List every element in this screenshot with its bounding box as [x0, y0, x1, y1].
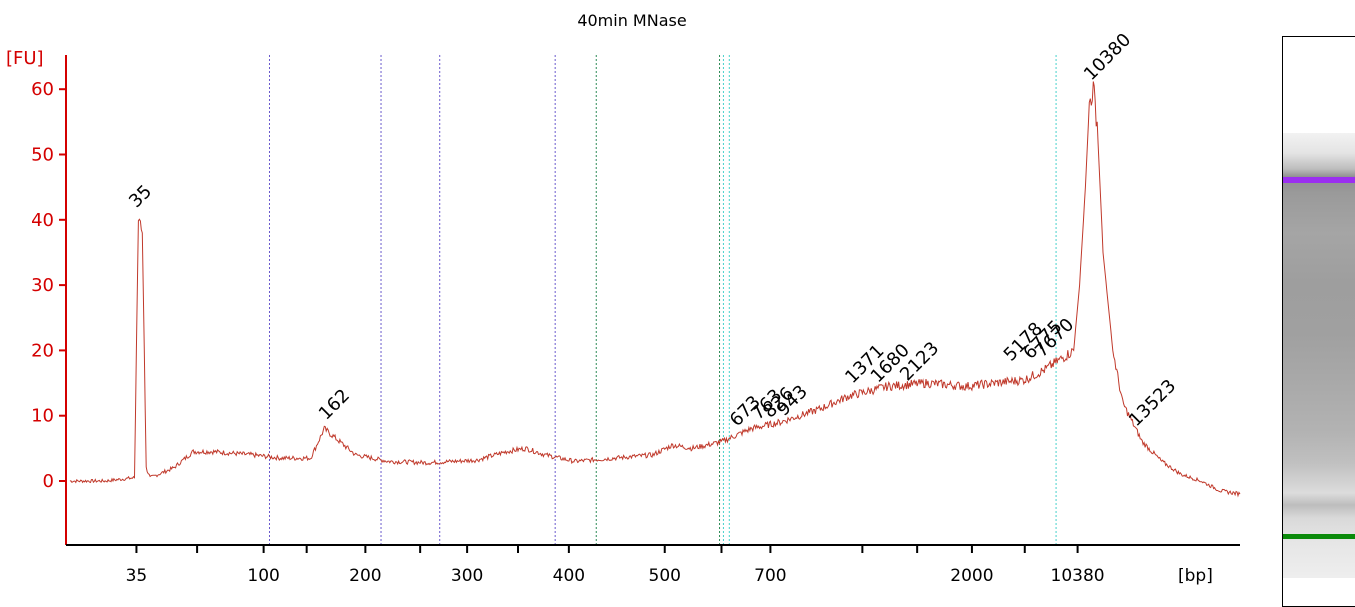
series-line	[69, 81, 1241, 498]
x-tick-label: 2000	[950, 566, 993, 586]
y-tick-label: 60	[31, 79, 54, 100]
x-tick-label: 35	[126, 566, 148, 586]
gel-lower-marker-band	[1283, 534, 1355, 539]
series-group	[69, 81, 1241, 498]
y-tick-label: 10	[31, 406, 54, 427]
marker-lines	[268, 55, 1057, 545]
x-axis-label: [bp]	[1178, 566, 1213, 586]
peak-label: 162	[315, 385, 354, 424]
x-tick-label: 200	[349, 566, 381, 586]
gel-upper-marker-band	[1283, 177, 1355, 183]
x-tick-label: 400	[553, 566, 585, 586]
y-tick-label: 40	[31, 210, 54, 231]
axes: 0 10 20 30 40 50 60 35 100 200 300 400 500 700 2000 103…	[31, 55, 1240, 586]
x-tick-label: 10380	[1051, 566, 1105, 586]
peak-label: 35	[125, 181, 156, 212]
y-tick-label: 50	[31, 145, 54, 166]
y-axis-label: [FU]	[6, 48, 44, 69]
peak-label: 13523	[1125, 375, 1180, 430]
y-tick-label: 20	[31, 340, 54, 361]
gel-lane	[1283, 133, 1355, 578]
gel-image	[1282, 36, 1355, 607]
x-tick-label: 500	[649, 566, 681, 586]
x-tick-label: 100	[247, 566, 279, 586]
x-tick-label: 300	[451, 566, 483, 586]
electropherogram-chart: 40min MNase [FU] [bp] 0 10 20 30 40 50 60 35 100…	[6, 11, 1241, 586]
x-tick-label: 700	[754, 566, 786, 586]
y-tick-label: 0	[43, 471, 54, 492]
peak-label: 10380	[1080, 29, 1135, 84]
chart-title: 40min MNase	[577, 11, 686, 30]
y-tick-label: 30	[31, 275, 54, 296]
